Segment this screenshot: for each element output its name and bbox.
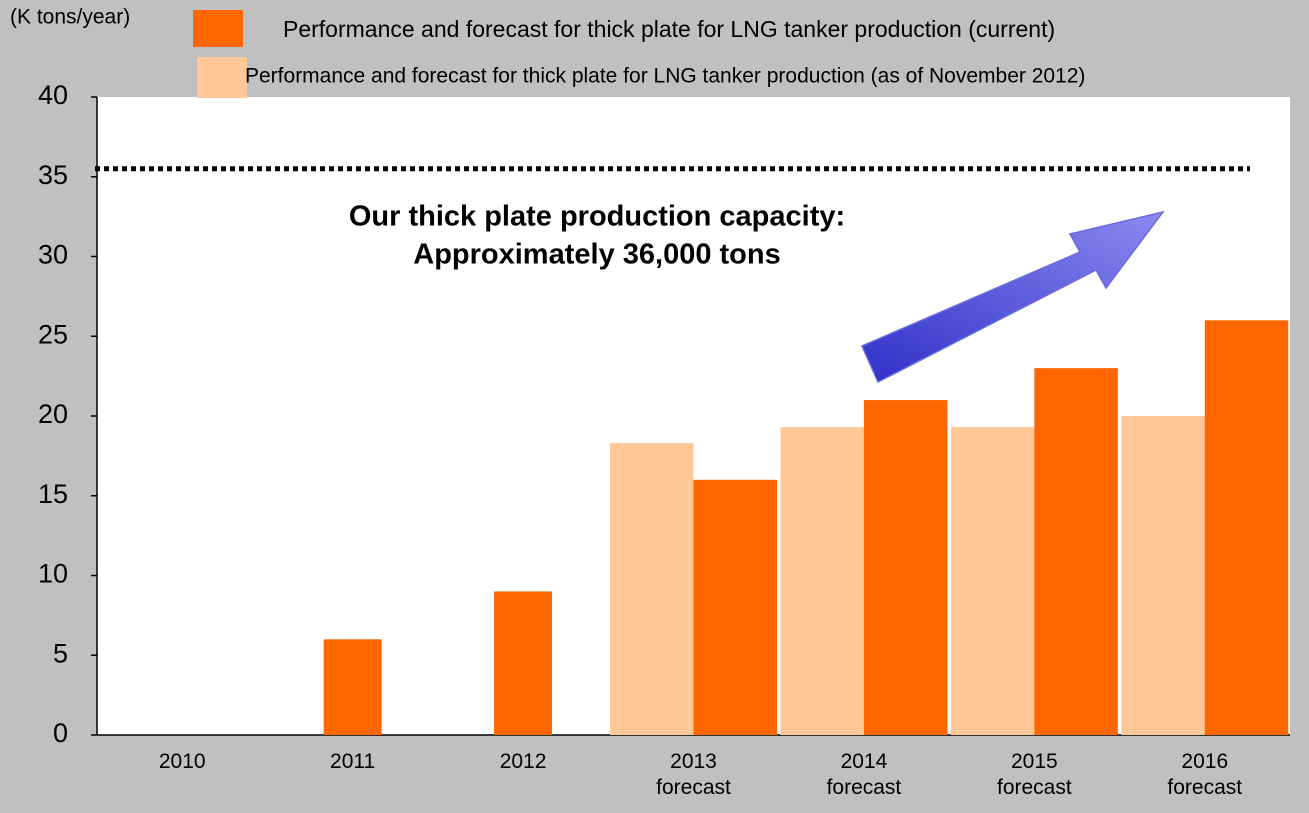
bar (494, 591, 553, 735)
x-tick-label: 2013 forecast (656, 750, 731, 799)
y-tick-label: 35 (38, 160, 68, 190)
bar (609, 443, 694, 735)
bar (950, 427, 1035, 735)
bar (1034, 368, 1118, 735)
legend-label: Performance and forecast for thick plate… (245, 65, 1085, 88)
bar (780, 427, 864, 735)
x-tick-label: 2015 forecast (996, 750, 1072, 799)
legend-label: Performance and forecast for thick plate… (283, 16, 1055, 42)
bar (863, 400, 948, 735)
legend-swatch (193, 10, 243, 47)
y-tick-label: 40 (38, 80, 68, 110)
y-tick-label: 25 (38, 319, 68, 349)
bar (1204, 320, 1289, 735)
y-axis-label: (K tons/year) (10, 6, 130, 29)
y-tick-label: 0 (53, 718, 68, 748)
x-tick-label: 2012 (499, 750, 547, 773)
x-tick-label: 2010 (158, 750, 206, 773)
y-tick-label: 15 (38, 479, 68, 509)
y-tick-label: 10 (38, 559, 68, 589)
bar (1121, 416, 1205, 735)
y-tick-label: 5 (53, 638, 68, 668)
x-tick-label: 2016 forecast (1167, 750, 1243, 799)
bar (323, 639, 382, 735)
annotation: Approximately 36,000 tons (413, 239, 780, 271)
x-tick-label: 2014 forecast (826, 750, 902, 799)
y-tick-label: 30 (38, 240, 68, 270)
y-tick-label: 20 (38, 399, 68, 429)
x-tick-label: 2011 (330, 750, 376, 773)
annotation: Our thick plate production capacity: (349, 201, 845, 233)
bar (693, 479, 778, 735)
trend-arrow (861, 210, 1165, 384)
legend-swatch (197, 57, 247, 98)
